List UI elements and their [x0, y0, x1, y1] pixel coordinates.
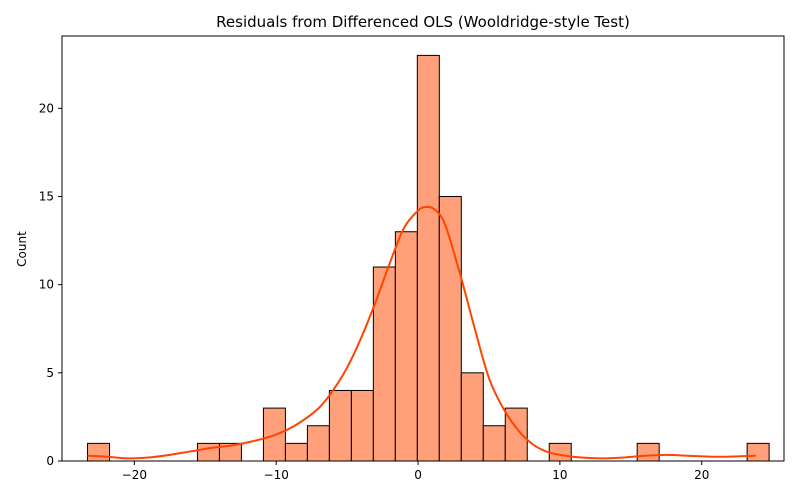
y-axis-ticks: 0 5 10 15 20	[39, 101, 62, 468]
histogram-bar	[438, 195, 462, 462]
histogram-bar	[482, 425, 506, 462]
x-tick-label: 0	[414, 468, 422, 482]
histogram-bar	[328, 389, 352, 462]
histogram-bar	[284, 442, 308, 462]
y-tick-label: 10	[39, 278, 54, 292]
histogram-bar	[416, 54, 440, 462]
histogram-bar	[394, 231, 418, 462]
y-tick-label: 5	[46, 366, 54, 380]
kde-line	[87, 205, 756, 460]
histogram-bar	[196, 442, 220, 462]
y-tick-label: 0	[46, 454, 54, 468]
histogram-bar	[350, 389, 374, 462]
histogram-bar	[372, 266, 396, 462]
chart-title: Residuals from Differenced OLS (Wooldrid…	[216, 13, 630, 31]
histogram-bar	[306, 425, 330, 462]
histogram-bar	[548, 442, 572, 462]
x-tick-label: −10	[264, 468, 289, 482]
histogram-bar	[636, 442, 660, 462]
x-tick-label: −20	[122, 468, 147, 482]
y-axis-label: Count	[15, 231, 29, 267]
bars-group	[87, 54, 770, 462]
histogram-bar	[460, 372, 484, 462]
y-tick-label: 15	[39, 189, 54, 203]
histogram-bar	[746, 442, 770, 462]
plot-frame	[61, 35, 785, 462]
x-axis-ticks: −20 −10 0 10 20	[122, 461, 709, 482]
y-tick-label: 20	[39, 101, 54, 115]
x-tick-label: 10	[552, 468, 567, 482]
x-tick-label: 20	[694, 468, 709, 482]
histogram-bar	[87, 442, 111, 462]
